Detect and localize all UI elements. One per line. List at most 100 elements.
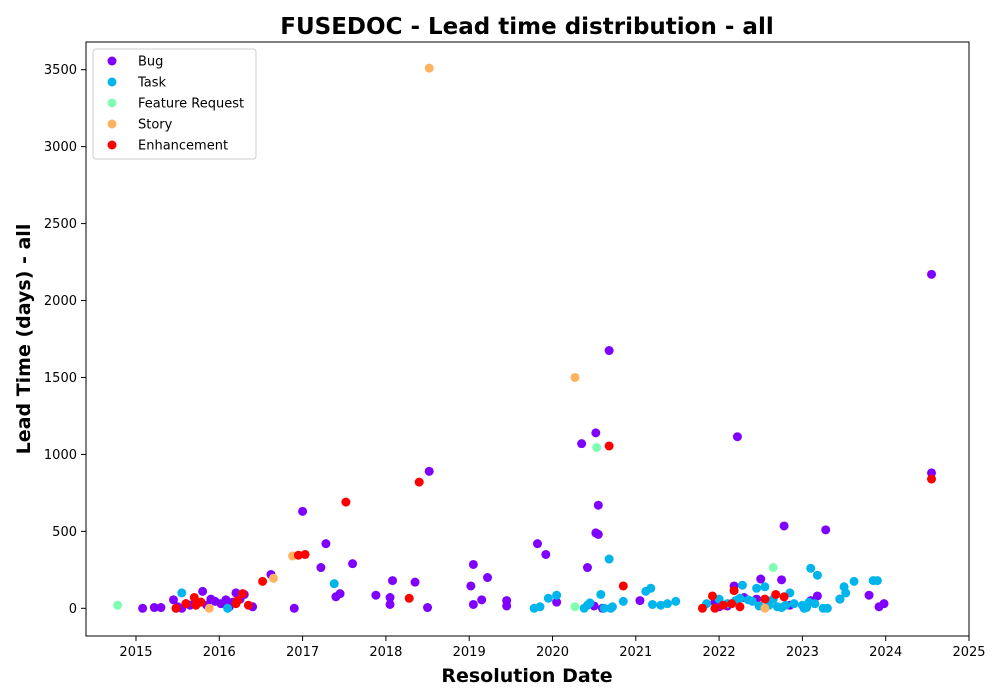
legend-box [92,48,257,160]
data-point [647,599,657,609]
data-point [604,441,614,451]
data-point [414,477,424,487]
data-point [552,597,562,607]
series-enhancement [171,441,937,613]
x-tick-label: 2016 [203,645,236,660]
legend: Bug Task Feature Request Story Enhancement [92,48,257,160]
data-point [329,579,339,589]
data-point [181,599,191,609]
data-point [821,525,831,535]
y-tick-label: 3000 [44,140,77,155]
data-point [618,596,628,606]
y-tick-label: 1500 [44,371,77,386]
data-point [385,593,395,603]
data-point [582,563,592,573]
data-point [596,589,606,599]
data-point [593,500,603,510]
data-point [289,603,299,613]
x-axis: 2015 2016 2017 2018 2019 2020 2021 2022 2023 2024… [119,636,986,660]
data-point [468,559,478,569]
data-point [592,442,602,452]
x-tick-label: 2024 [869,645,902,660]
legend-label: Enhancement [138,139,228,154]
data-point [841,588,851,598]
data-point [812,591,822,601]
series-story [204,63,770,613]
x-tick-label: 2017 [286,645,319,660]
data-point [321,539,331,549]
y-axis-title: Lead Time (days) - all [13,224,35,455]
legend-label: Task [137,76,167,91]
x-tick-label: 2020 [536,645,569,660]
data-point [541,549,551,559]
data-point [737,580,747,590]
x-tick-label: 2025 [952,645,985,660]
data-point [593,529,603,539]
data-point [872,576,882,586]
y-tick-label: 2500 [44,217,77,232]
data-point [348,559,358,569]
data-point [468,599,478,609]
data-point [316,563,326,573]
data-point [864,590,874,600]
data-point [835,594,845,604]
data-point [927,468,937,478]
data-point [604,346,614,356]
data-point [483,573,493,583]
data-point [570,602,580,612]
data-point [204,603,214,613]
x-tick-label: 2023 [786,645,819,660]
data-point [618,581,628,591]
x-tick-label: 2022 [703,645,736,660]
data-point [735,602,745,612]
x-tick-label: 2018 [369,645,402,660]
data-point [502,601,512,611]
data-point [779,592,789,602]
data-point [570,372,580,382]
data-point [198,586,208,596]
data-point [789,599,799,609]
data-points [113,63,937,613]
data-point [189,593,199,603]
data-point [238,589,248,599]
data-point [812,570,822,580]
data-point [760,594,770,604]
data-point [388,576,398,586]
data-point [258,576,268,586]
legend-label: Feature Request [138,97,244,112]
data-point [577,439,587,449]
legend-label: Story [138,118,173,133]
data-point [156,603,166,613]
data-point [732,432,742,442]
series-feature-request [113,442,778,612]
data-point [727,599,737,609]
data-point [410,577,420,587]
data-point [756,574,766,584]
data-point [243,600,253,610]
data-point [341,497,351,507]
legend-marker [107,56,117,66]
data-point [607,602,617,612]
data-point [927,269,937,279]
data-point [223,603,233,613]
data-point [849,576,859,586]
data-point [710,603,720,613]
data-point [298,506,308,516]
data-point [707,591,717,601]
data-point [697,603,707,613]
chart-title: FUSEDOC - Lead time distribution - all [280,14,773,40]
data-point [196,597,206,607]
data-point [768,563,778,573]
data-point [604,554,614,564]
series-bug [138,269,937,613]
legend-marker [107,98,117,108]
data-point [233,596,243,606]
legend-marker [107,77,117,87]
y-tick-label: 2000 [44,294,77,309]
y-tick-label: 500 [52,525,77,540]
y-tick-label: 1000 [44,448,77,463]
plot-area [85,41,970,637]
data-point [777,575,787,585]
data-point [879,599,889,609]
